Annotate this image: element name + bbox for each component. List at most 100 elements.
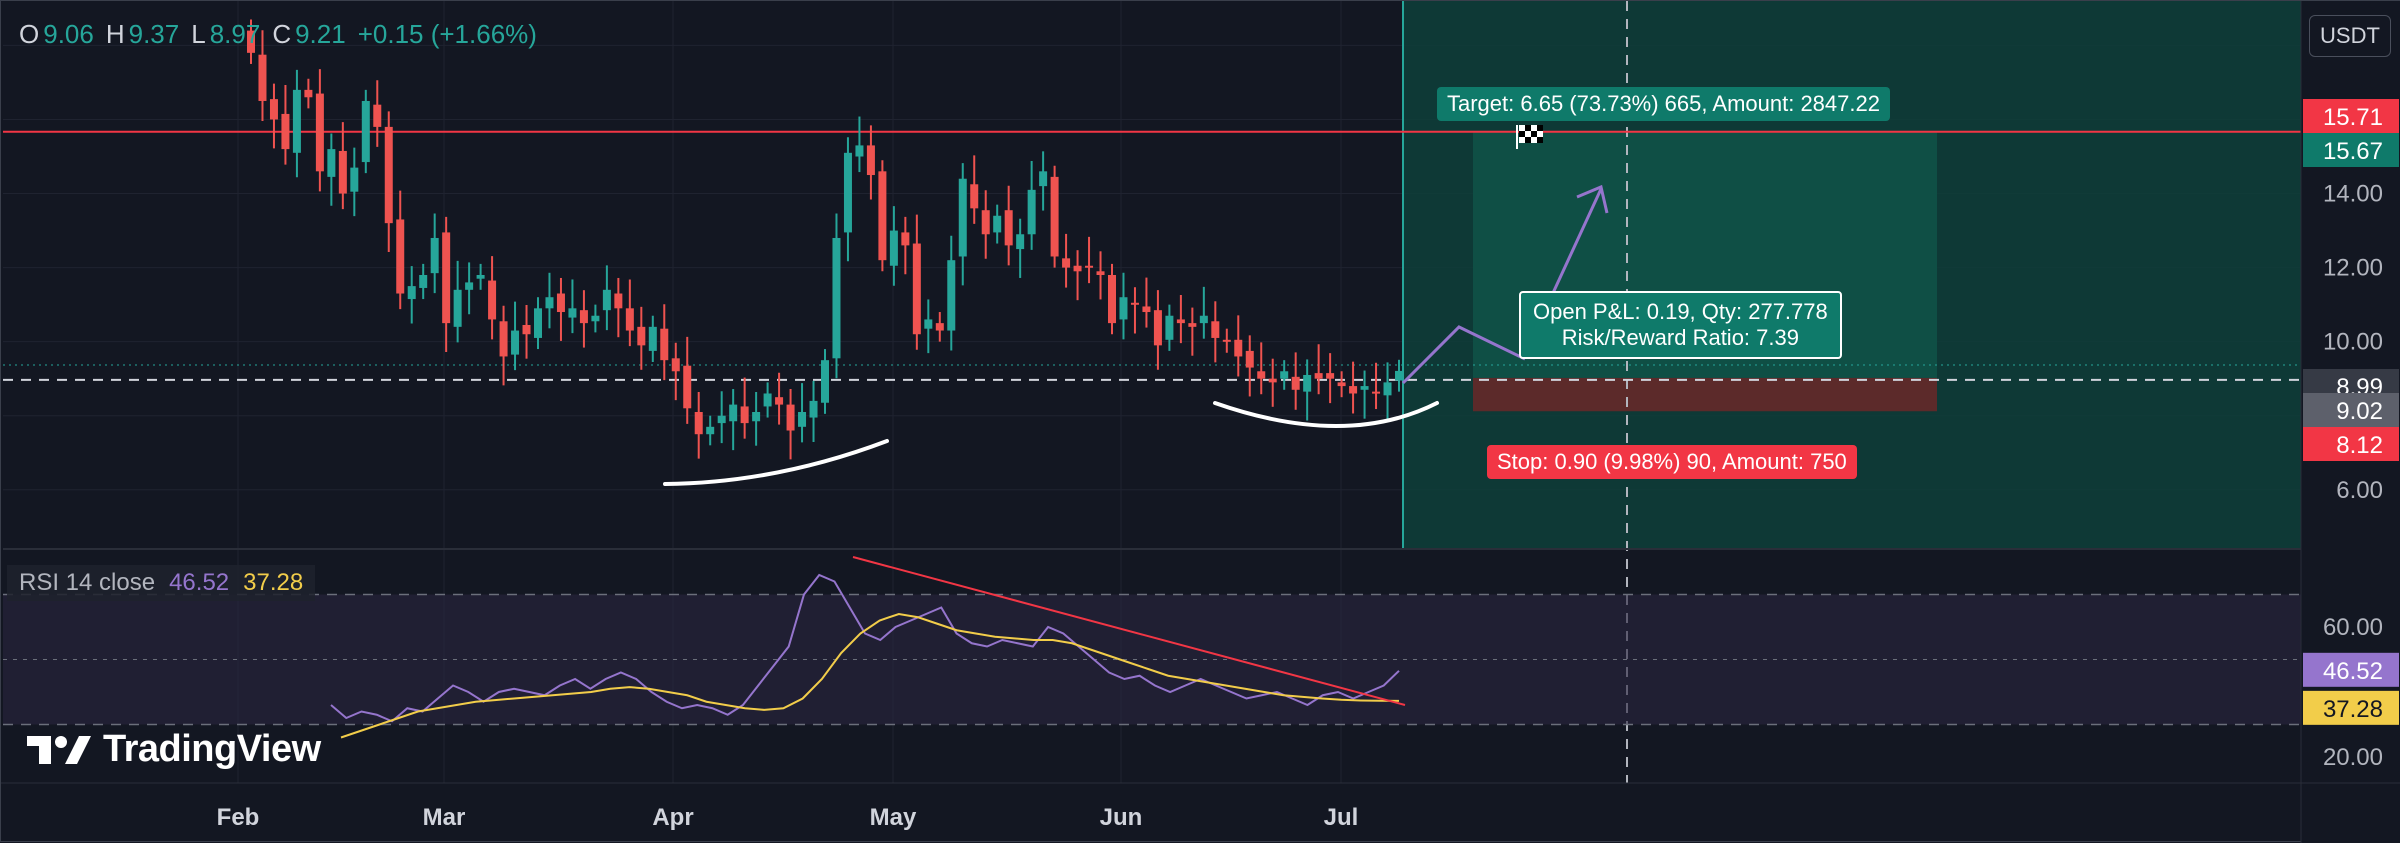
candle-body [1119, 297, 1128, 320]
candle-body [1211, 321, 1220, 338]
candle-body [315, 93, 324, 172]
candle-body [511, 330, 520, 355]
candle-body [1027, 189, 1036, 235]
candle-body [763, 393, 772, 407]
currency-button[interactable]: USDT [2309, 15, 2391, 57]
price-badge [2303, 99, 2399, 133]
candle-body [1280, 371, 1289, 379]
candle-body [384, 126, 393, 224]
rsi-label: RSI 14 close [19, 569, 156, 596]
rsi-trend-line [852, 556, 1406, 706]
projection-arrowhead [1576, 184, 1609, 214]
time-axis-label: Jun [1100, 804, 1143, 831]
time-axis-label: Apr [652, 804, 693, 831]
candle-body [1245, 350, 1254, 368]
rsi-ma-line [340, 612, 1400, 739]
candle-body [1039, 171, 1048, 187]
ohlc-close-key: C [272, 19, 292, 49]
tradingview-logo-icon [27, 735, 91, 764]
candle-body [1153, 310, 1162, 346]
ohlc-low-value: 8.97 [209, 19, 261, 49]
target-flag-square [1531, 131, 1537, 137]
candle-body [1096, 271, 1105, 275]
rsi-badge-label: 46.52 [2323, 658, 2383, 685]
candle-body [947, 260, 956, 331]
candle-body [1326, 373, 1335, 379]
ohlc-legend: O 9.06 H 9.37 L 8.97 C 9.21 +0.15 (+1.66%) [19, 19, 545, 50]
price-tick-label: 12.00 [2323, 255, 2383, 282]
candle-body [729, 404, 738, 422]
brand-name: TradingView [103, 728, 321, 770]
candle-body [625, 308, 634, 331]
candle-body [1222, 339, 1231, 342]
candle-body [843, 152, 852, 233]
candle-body [1383, 382, 1392, 396]
candle-body [602, 289, 611, 311]
candle-body [430, 237, 439, 274]
time-axis-label: Jul [1324, 804, 1359, 831]
ohlc-high-value: 9.37 [128, 19, 180, 49]
rsi-tick-label: 20.00 [2323, 744, 2383, 771]
candle-body [1085, 265, 1094, 268]
tradingview-logo: TradingView [25, 728, 321, 771]
target-flag-square [1525, 137, 1531, 143]
candle-body [499, 321, 508, 357]
candle-body [866, 145, 875, 176]
candle-body [855, 145, 864, 157]
candle-body [579, 310, 588, 324]
price-badge [2303, 393, 2399, 427]
candle-body [1188, 323, 1197, 327]
rsi-legend-value: 46.52 [169, 569, 230, 596]
candle-body [958, 178, 967, 257]
candle-body [534, 308, 542, 338]
candle-body [981, 210, 990, 235]
candle-body [671, 358, 680, 372]
candle-body [1016, 234, 1025, 250]
candle-body [1165, 315, 1174, 340]
candle-body [419, 275, 428, 288]
candle-body [545, 297, 554, 309]
candle-body [522, 324, 531, 335]
rsi-ma-badge [2303, 690, 2399, 725]
candle-body [809, 400, 818, 418]
time-axis-label: Feb [217, 804, 260, 831]
candle-body [993, 215, 1002, 233]
price-badge [2303, 133, 2399, 167]
candle-body [935, 323, 944, 331]
candle-body [970, 184, 979, 209]
candle-body [1303, 374, 1312, 392]
candle-body [1268, 378, 1277, 383]
candle-body [1337, 382, 1346, 387]
candle-body [327, 149, 336, 177]
price-badge-label: 15.71 [2323, 104, 2383, 131]
candle-body [1257, 371, 1266, 379]
candle-body [1372, 391, 1381, 394]
candle-body [476, 275, 485, 279]
target-flag-square [1519, 137, 1525, 143]
candle-body [717, 415, 726, 424]
price-badge-label: 9.02 [2336, 398, 2383, 425]
candle-body [269, 99, 278, 120]
pnl-label-line1: Open P&L: 0.19, Qty: 277.778 [1533, 299, 1828, 324]
candle-body [350, 167, 359, 192]
candle-body [465, 282, 474, 290]
candle-body [556, 293, 565, 313]
candle-body [1199, 315, 1208, 324]
time-axis-label: Mar [423, 804, 466, 831]
candle-body [912, 243, 921, 335]
candle-body [752, 412, 761, 422]
candle-body [775, 397, 784, 405]
ohlc-open-key: O [19, 19, 40, 49]
rsi-legend: RSI 14 close 46.52 37.28 [7, 565, 316, 601]
price-badge [2303, 427, 2399, 461]
price-badge-label: 15.67 [2323, 138, 2383, 165]
pattern-arc-right [1213, 401, 1439, 428]
candle-body [1360, 386, 1369, 390]
target-flag-square [1519, 125, 1525, 131]
candle-body [258, 54, 267, 101]
candle-body [1291, 376, 1300, 390]
rsi-badge [2303, 652, 2399, 687]
candle-body [683, 365, 692, 409]
candle-body [832, 237, 841, 359]
